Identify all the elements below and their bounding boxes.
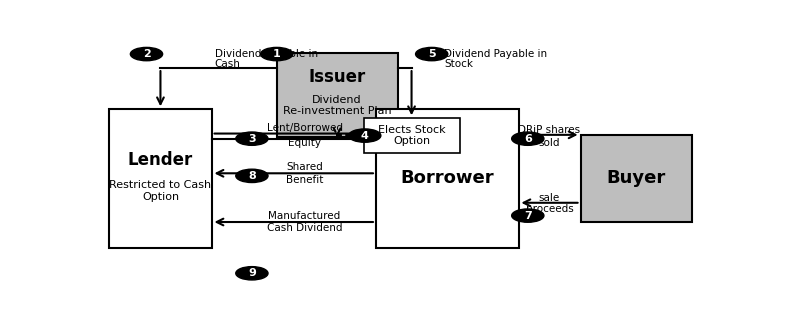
Circle shape: [415, 47, 448, 61]
Text: Dividend
Re-investment Plan: Dividend Re-investment Plan: [283, 95, 391, 116]
FancyBboxPatch shape: [110, 109, 211, 248]
Text: Dividend Payable in: Dividend Payable in: [214, 49, 318, 59]
Circle shape: [261, 47, 293, 61]
Text: 2: 2: [142, 49, 150, 59]
Text: Borrower: Borrower: [400, 169, 494, 187]
Circle shape: [349, 129, 381, 142]
Text: 5: 5: [428, 49, 435, 59]
Text: Lent/Borrowed: Lent/Borrowed: [266, 124, 342, 134]
Text: Issuer: Issuer: [309, 68, 366, 86]
Circle shape: [236, 132, 268, 145]
Text: Elects Stock
Option: Elects Stock Option: [378, 125, 446, 146]
Text: Shared: Shared: [286, 162, 323, 172]
Text: sale: sale: [539, 193, 560, 203]
Text: Buyer: Buyer: [606, 169, 666, 187]
Text: proceeds: proceeds: [526, 204, 574, 214]
Text: 1: 1: [273, 49, 281, 59]
Text: Restricted to Cash
Option: Restricted to Cash Option: [110, 180, 211, 202]
Text: sold: sold: [538, 138, 560, 148]
Text: 7: 7: [524, 210, 532, 220]
Circle shape: [236, 267, 268, 280]
Circle shape: [512, 209, 544, 222]
FancyBboxPatch shape: [581, 135, 692, 222]
Text: 9: 9: [248, 268, 256, 278]
Circle shape: [130, 47, 162, 61]
Text: 3: 3: [248, 134, 256, 144]
Text: DRiP shares: DRiP shares: [518, 125, 581, 135]
Text: Equity: Equity: [288, 138, 321, 148]
Text: Dividend Payable in: Dividend Payable in: [444, 49, 547, 59]
Text: 4: 4: [361, 131, 369, 141]
FancyBboxPatch shape: [363, 118, 459, 153]
Text: 6: 6: [524, 134, 532, 144]
Text: Manufactured: Manufactured: [269, 210, 341, 220]
FancyBboxPatch shape: [277, 53, 398, 138]
Text: Cash Dividend: Cash Dividend: [267, 223, 342, 233]
Circle shape: [236, 169, 268, 182]
FancyBboxPatch shape: [376, 109, 518, 248]
Text: Lender: Lender: [128, 152, 193, 169]
Text: 8: 8: [248, 171, 256, 181]
Text: Stock: Stock: [444, 59, 473, 69]
Circle shape: [512, 132, 544, 145]
Text: Cash: Cash: [214, 59, 241, 69]
Text: Benefit: Benefit: [286, 175, 323, 185]
